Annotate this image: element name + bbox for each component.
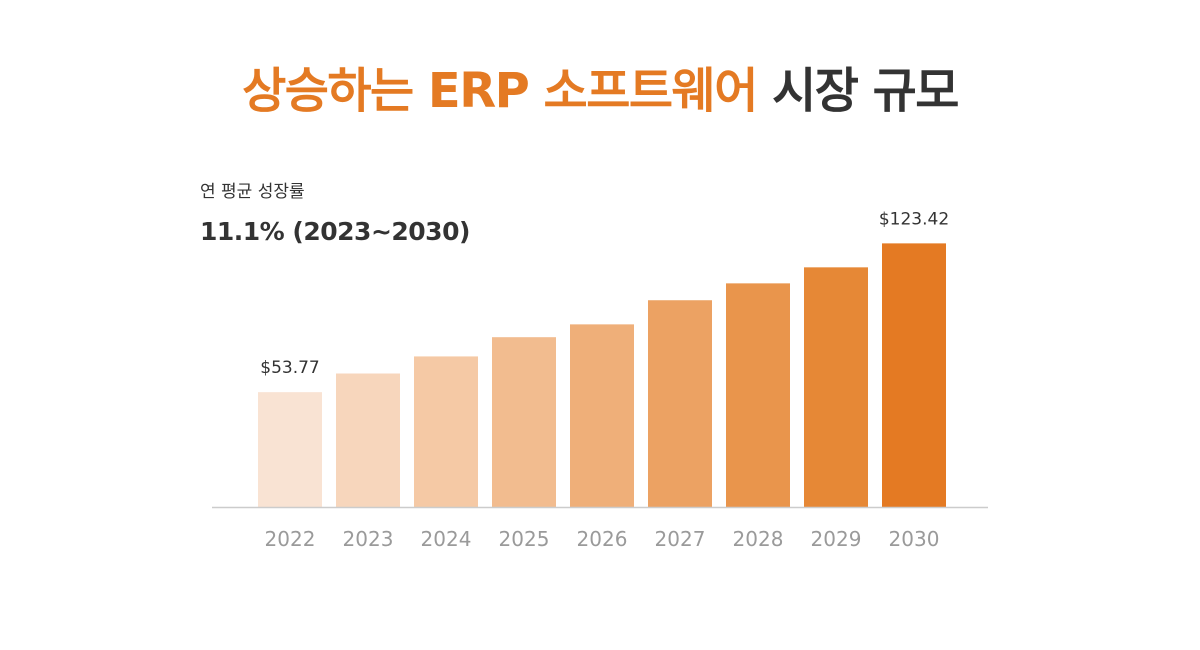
x-tick-label: 2023 [343,527,394,551]
bar-2028 [726,283,790,507]
title-accent-text: 상승하는 ERP 소프트웨어 [242,63,758,119]
bar-2023 [336,373,400,507]
bar-2022 [258,392,322,507]
cagr-value: 11.1% (2023~2030) [200,217,470,246]
x-tick-label: 2029 [811,527,862,551]
x-tick-label: 2025 [499,527,550,551]
bar-2029 [804,267,868,507]
x-tick-label: 2028 [733,527,784,551]
x-tick-label: 2024 [421,527,472,551]
x-tick-label: 2026 [577,527,628,551]
x-tick-label: 2030 [889,527,940,551]
chart-title: 상승하는 ERP 소프트웨어 시장 규모 [0,56,1200,126]
data-label: $53.77 [260,358,319,378]
bar-2027 [648,300,712,507]
title-dark-text: 시장 규모 [772,63,959,119]
cagr-label: 연 평균 성장률 [200,182,305,202]
x-tick-label: 2022 [265,527,316,551]
bar-2024 [414,356,478,507]
x-tick-label: 2027 [655,527,706,551]
data-label: $123.42 [879,209,949,229]
bar-2026 [570,324,634,507]
bar-2025 [492,337,556,507]
bar-2030 [882,243,946,507]
